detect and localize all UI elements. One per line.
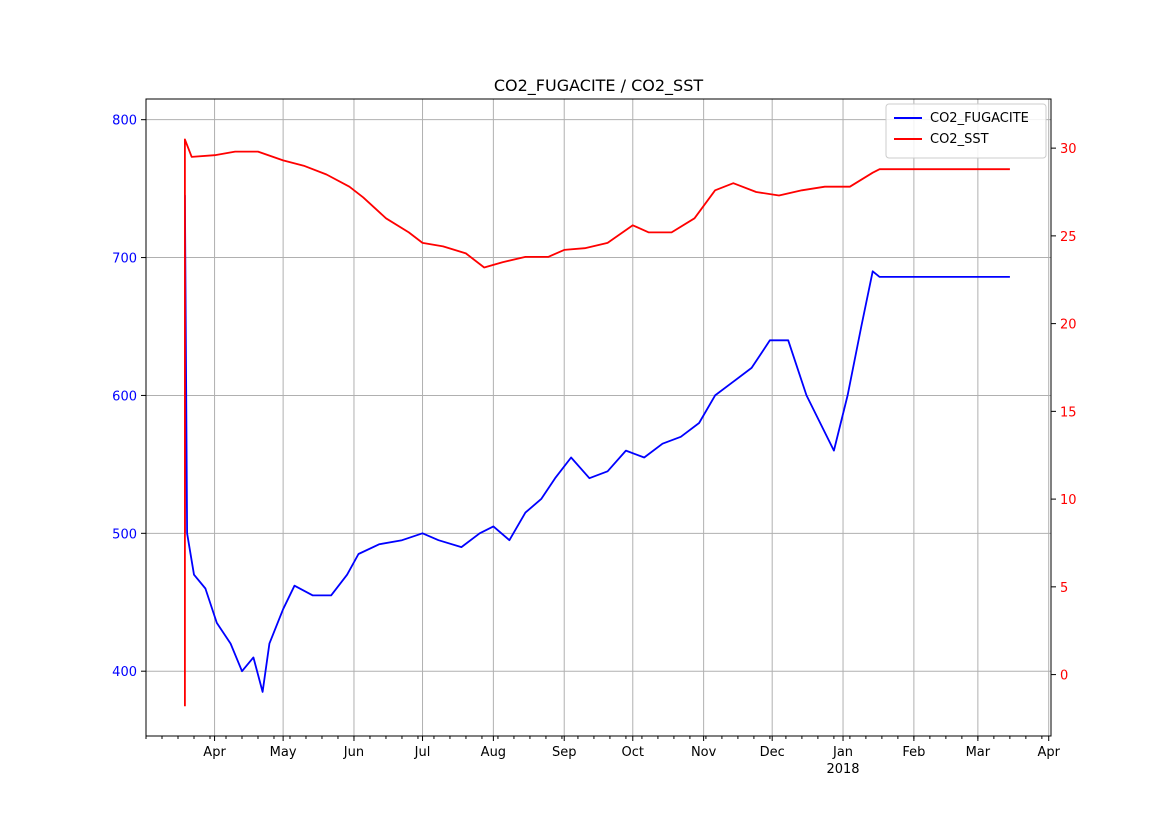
- x-year-label: 2018: [826, 762, 859, 777]
- y-left-tick-label: 800: [112, 114, 137, 129]
- y-right-tick-label: 15: [1060, 405, 1077, 420]
- x-tick-label: Sep: [552, 745, 577, 760]
- x-tick-label: Jul: [414, 745, 431, 760]
- y-right-tick-label: 20: [1060, 318, 1077, 333]
- x-tick-label: Apr: [1037, 745, 1060, 760]
- axis-layer: Apr May Jun Jul Aug Sep Oct Nov Dec Jan Feb Mar Apr 2…: [112, 114, 1076, 777]
- legend-label-co2-sst: CO2_SST: [930, 132, 989, 147]
- y-right-tick-label: 30: [1060, 142, 1077, 157]
- series-line-co2-fugacite: [183, 194, 1010, 693]
- x-tick-label: May: [270, 745, 297, 760]
- x-tick-label: Nov: [691, 745, 717, 760]
- y-left-tick-label: 700: [112, 252, 137, 267]
- x-tick-label: Jan: [832, 745, 853, 760]
- y-left-tick-label: 500: [112, 527, 137, 542]
- series-layer: [183, 138, 1010, 707]
- y-right-tick-label: 5: [1060, 581, 1068, 596]
- x-tick-label: Apr: [203, 745, 226, 760]
- legend-box: [885, 103, 1047, 159]
- grid-layer: [146, 99, 1051, 736]
- x-tick-label: Mar: [966, 745, 991, 760]
- series-line-co2-sst: [183, 138, 1010, 707]
- x-tick-label: Aug: [481, 745, 506, 760]
- y-right-tick-label: 25: [1060, 230, 1077, 245]
- chart-title: CO2_FUGACITE / CO2_SST: [494, 76, 704, 96]
- legend-label-co2-fugacite: CO2_FUGACITE: [930, 111, 1029, 126]
- legend: CO2_FUGACITE CO2_SST: [885, 103, 1047, 159]
- y-right-tick-label: 10: [1060, 493, 1077, 508]
- y-left-tick-label: 400: [112, 665, 137, 680]
- x-tick-label: Feb: [902, 745, 925, 760]
- plot-frame: [145, 98, 1052, 737]
- x-tick-label: Dec: [760, 745, 785, 760]
- x-tick-label: Jun: [343, 745, 364, 760]
- y-left-tick-label: 600: [112, 389, 137, 404]
- x-tick-label: Oct: [622, 745, 644, 760]
- y-right-tick-label: 0: [1060, 669, 1068, 684]
